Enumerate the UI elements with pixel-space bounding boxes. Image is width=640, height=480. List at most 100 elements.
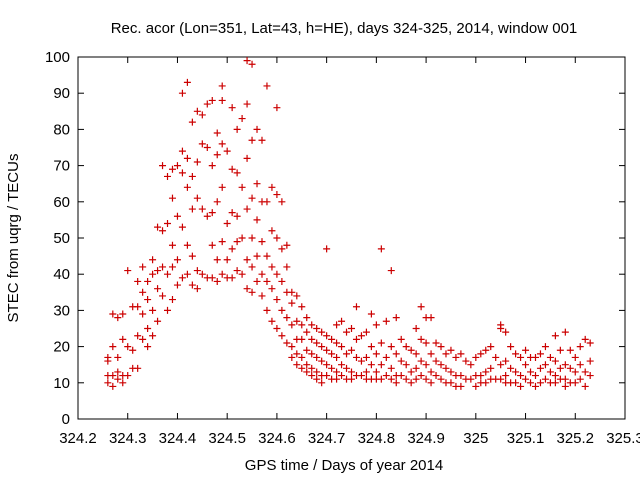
data-point — [308, 335, 316, 343]
data-point — [119, 335, 127, 343]
data-point — [502, 328, 510, 336]
data-point — [149, 270, 157, 278]
data-point — [273, 325, 281, 332]
data-point — [248, 288, 256, 296]
data-point — [402, 343, 410, 351]
y-tick-label: 60 — [53, 194, 70, 211]
data-point — [233, 125, 241, 133]
data-point — [168, 165, 176, 173]
data-point — [293, 292, 301, 300]
data-point — [139, 288, 147, 296]
data-point — [134, 277, 142, 285]
data-point — [139, 263, 147, 271]
data-point — [223, 220, 231, 228]
data-point — [338, 317, 346, 325]
data-point — [507, 343, 515, 351]
data-point — [243, 205, 251, 213]
data-point — [188, 205, 196, 213]
data-point — [571, 379, 579, 387]
data-point — [313, 353, 321, 361]
data-point — [318, 328, 326, 336]
data-point — [387, 343, 395, 351]
data-point — [273, 191, 281, 199]
data-point — [497, 325, 505, 332]
data-point — [487, 364, 495, 372]
data-point — [173, 162, 181, 170]
data-point — [427, 379, 435, 387]
data-point — [566, 346, 574, 354]
x-tick-label: 325 — [463, 430, 488, 447]
data-point — [188, 281, 196, 289]
data-point — [517, 372, 525, 380]
data-point — [298, 364, 306, 372]
data-point — [357, 372, 365, 380]
data-point — [541, 375, 549, 383]
data-point — [238, 115, 246, 123]
data-point — [213, 277, 221, 285]
data-point — [268, 183, 276, 191]
data-point — [372, 350, 380, 358]
data-point — [531, 382, 539, 390]
data-point — [243, 100, 251, 108]
data-point — [397, 372, 405, 380]
data-point — [576, 343, 584, 351]
data-point — [402, 375, 410, 383]
data-point — [412, 375, 420, 383]
y-tick-label: 70 — [53, 158, 70, 175]
data-point — [323, 346, 331, 354]
data-point — [228, 274, 236, 282]
data-point — [323, 372, 331, 380]
data-point — [551, 332, 559, 340]
data-point — [338, 361, 346, 369]
data-point — [357, 357, 365, 365]
data-point — [318, 379, 326, 387]
data-point — [183, 241, 191, 249]
data-point — [154, 317, 162, 325]
data-point — [238, 270, 246, 278]
data-point — [253, 252, 261, 260]
data-point — [333, 321, 341, 329]
data-point — [343, 328, 351, 336]
data-point — [348, 368, 355, 376]
data-point — [561, 375, 569, 383]
data-point — [258, 238, 266, 246]
data-point — [303, 361, 311, 369]
y-tick-label: 40 — [53, 266, 70, 283]
data-point — [412, 325, 420, 332]
data-point — [467, 361, 475, 369]
data-point — [402, 361, 410, 369]
data-point — [457, 350, 465, 358]
data-point — [303, 314, 311, 322]
x-axis-label: GPS time / Days of year 2014 — [245, 457, 443, 474]
data-point — [253, 277, 261, 285]
data-point — [338, 343, 346, 351]
data-point — [546, 368, 554, 376]
data-point — [253, 180, 261, 188]
data-point — [417, 303, 425, 311]
data-point — [367, 343, 375, 351]
data-point — [348, 375, 355, 383]
data-point — [392, 350, 400, 358]
data-point — [442, 350, 450, 358]
data-point — [293, 361, 301, 369]
data-point — [134, 364, 142, 372]
x-tick-labels: 324.2 324.3 324.4 324.5 324.6 324.7 324.8 324.9… — [59, 430, 640, 447]
y-tick-label: 50 — [53, 230, 70, 247]
data-point — [223, 147, 231, 155]
data-point — [109, 372, 117, 380]
data-point — [248, 234, 256, 242]
data-point — [263, 198, 271, 206]
data-point — [183, 270, 191, 278]
data-point — [323, 361, 331, 369]
data-point — [432, 339, 440, 347]
data-point — [198, 205, 206, 213]
data-point — [517, 353, 525, 361]
data-point — [213, 256, 221, 264]
data-point — [188, 252, 196, 260]
data-point — [144, 296, 152, 304]
data-point — [338, 372, 346, 380]
data-point — [581, 335, 589, 343]
data-point — [502, 357, 510, 365]
data-point — [288, 321, 296, 329]
data-point — [541, 361, 549, 369]
